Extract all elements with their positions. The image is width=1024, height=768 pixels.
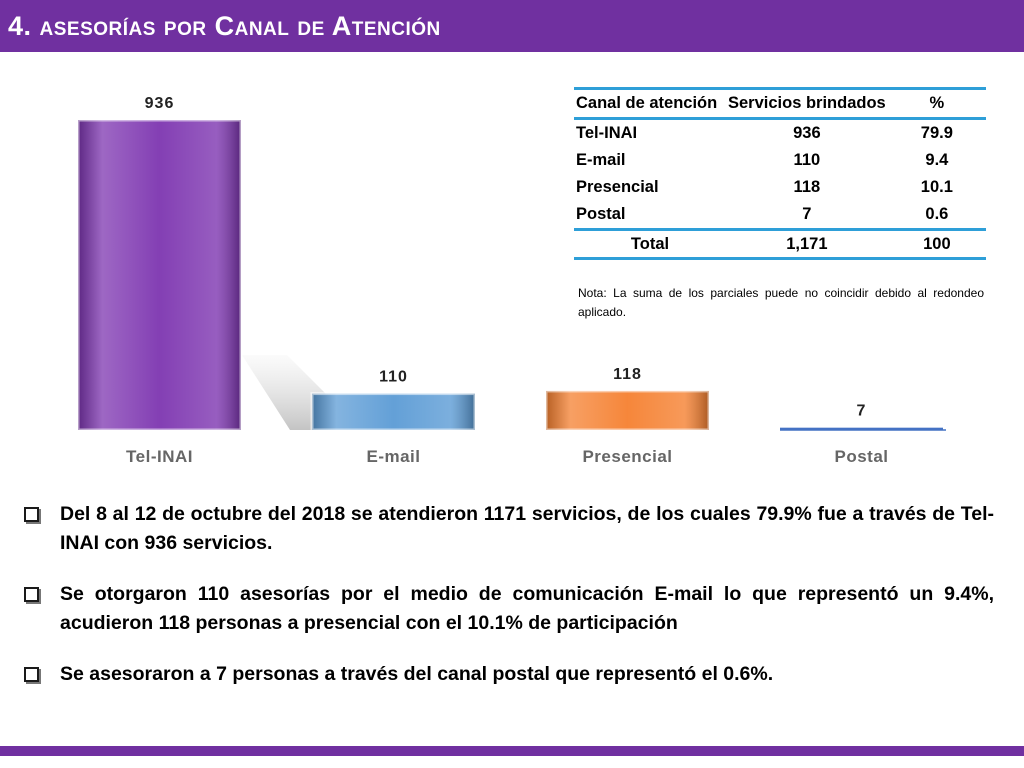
slide-title: 4. asesorías por Canal de Atención xyxy=(8,11,441,41)
table-total-label: Total xyxy=(574,228,726,260)
checkbox-bullet-icon xyxy=(24,667,39,682)
bar-value-label: 110 xyxy=(379,369,408,386)
category-label: Presencial xyxy=(582,447,672,466)
table-total-services: 1,171 xyxy=(726,228,888,260)
table-row: E-mail 110 9.4 xyxy=(574,147,986,174)
bar-bevel xyxy=(76,118,243,432)
table-total-percent: 100 xyxy=(887,228,986,260)
bar-postal xyxy=(780,427,943,430)
bullet-list: Del 8 al 12 de octubre del 2018 se atend… xyxy=(22,500,994,689)
table-cell: 10.1 xyxy=(920,178,953,196)
table-cell: Postal xyxy=(576,205,626,223)
table-row: Presencial 118 10.1 xyxy=(574,174,986,201)
bullet-text: Se asesoraron a 7 personas a través del … xyxy=(60,663,774,685)
bar-bevel xyxy=(544,389,711,432)
table-header-row: Canal de atención Servicios brindados % xyxy=(574,87,986,120)
bullet-item: Del 8 al 12 de octubre del 2018 se atend… xyxy=(22,500,994,558)
table-header-cell: Canal de atención xyxy=(574,87,726,120)
table-cell: 9.4 xyxy=(925,151,949,169)
bullet-item: Se otorgaron 110 asesorías por el medio … xyxy=(22,580,994,638)
table-row: Postal 7 0.6 xyxy=(574,201,986,230)
bar-value-label: 7 xyxy=(857,403,867,420)
table-row: Tel-INAI 936 79.9 xyxy=(574,119,986,148)
bullet-item: Se asesoraron a 7 personas a través del … xyxy=(22,660,994,689)
bullet-text: Se otorgaron 110 asesorías por el medio … xyxy=(60,583,994,634)
table-note: Nota: La suma de los parciales puede no … xyxy=(578,286,984,319)
checkbox-bullet-icon xyxy=(24,587,39,602)
category-label: Tel-INAI xyxy=(126,447,193,466)
table-cell: 118 xyxy=(793,178,821,196)
table-cell: Presencial xyxy=(576,178,659,196)
footer-bar xyxy=(0,746,1024,756)
table-cell: 79.9 xyxy=(920,124,953,142)
bar-value-label: 118 xyxy=(613,366,642,383)
table-cell: 7 xyxy=(802,205,812,223)
data-table: Canal de atención Servicios brindados % … xyxy=(574,87,986,260)
bar-bevel xyxy=(310,392,477,432)
table-cell: Tel-INAI xyxy=(576,124,638,142)
table-header-cell: % xyxy=(887,87,986,120)
slide-header: 4. asesorías por Canal de Atención xyxy=(0,0,1024,52)
checkbox-bullet-icon xyxy=(24,507,39,522)
category-label: Postal xyxy=(834,447,888,466)
bar-chart: 936 110 118 7 Tel-INAI E-mail Presencial Posta… xyxy=(76,95,946,466)
value-labels-layer: 936 110 118 7 xyxy=(145,95,867,420)
bullet-text: Del 8 al 12 de octubre del 2018 se atend… xyxy=(60,503,994,554)
bar-value-label: 936 xyxy=(145,95,175,112)
table-cell: E-mail xyxy=(576,151,626,169)
table-total-row: Total 1,171 100 xyxy=(574,228,986,260)
table-cell: 0.6 xyxy=(925,205,949,223)
category-label: E-mail xyxy=(366,447,420,466)
bars-layer xyxy=(76,118,943,432)
table-cell: 110 xyxy=(793,151,821,169)
table-cell: 936 xyxy=(793,124,821,142)
category-labels-layer: Tel-INAI E-mail Presencial Postal xyxy=(126,447,888,466)
table-header-cell: Servicios brindados xyxy=(726,87,888,120)
